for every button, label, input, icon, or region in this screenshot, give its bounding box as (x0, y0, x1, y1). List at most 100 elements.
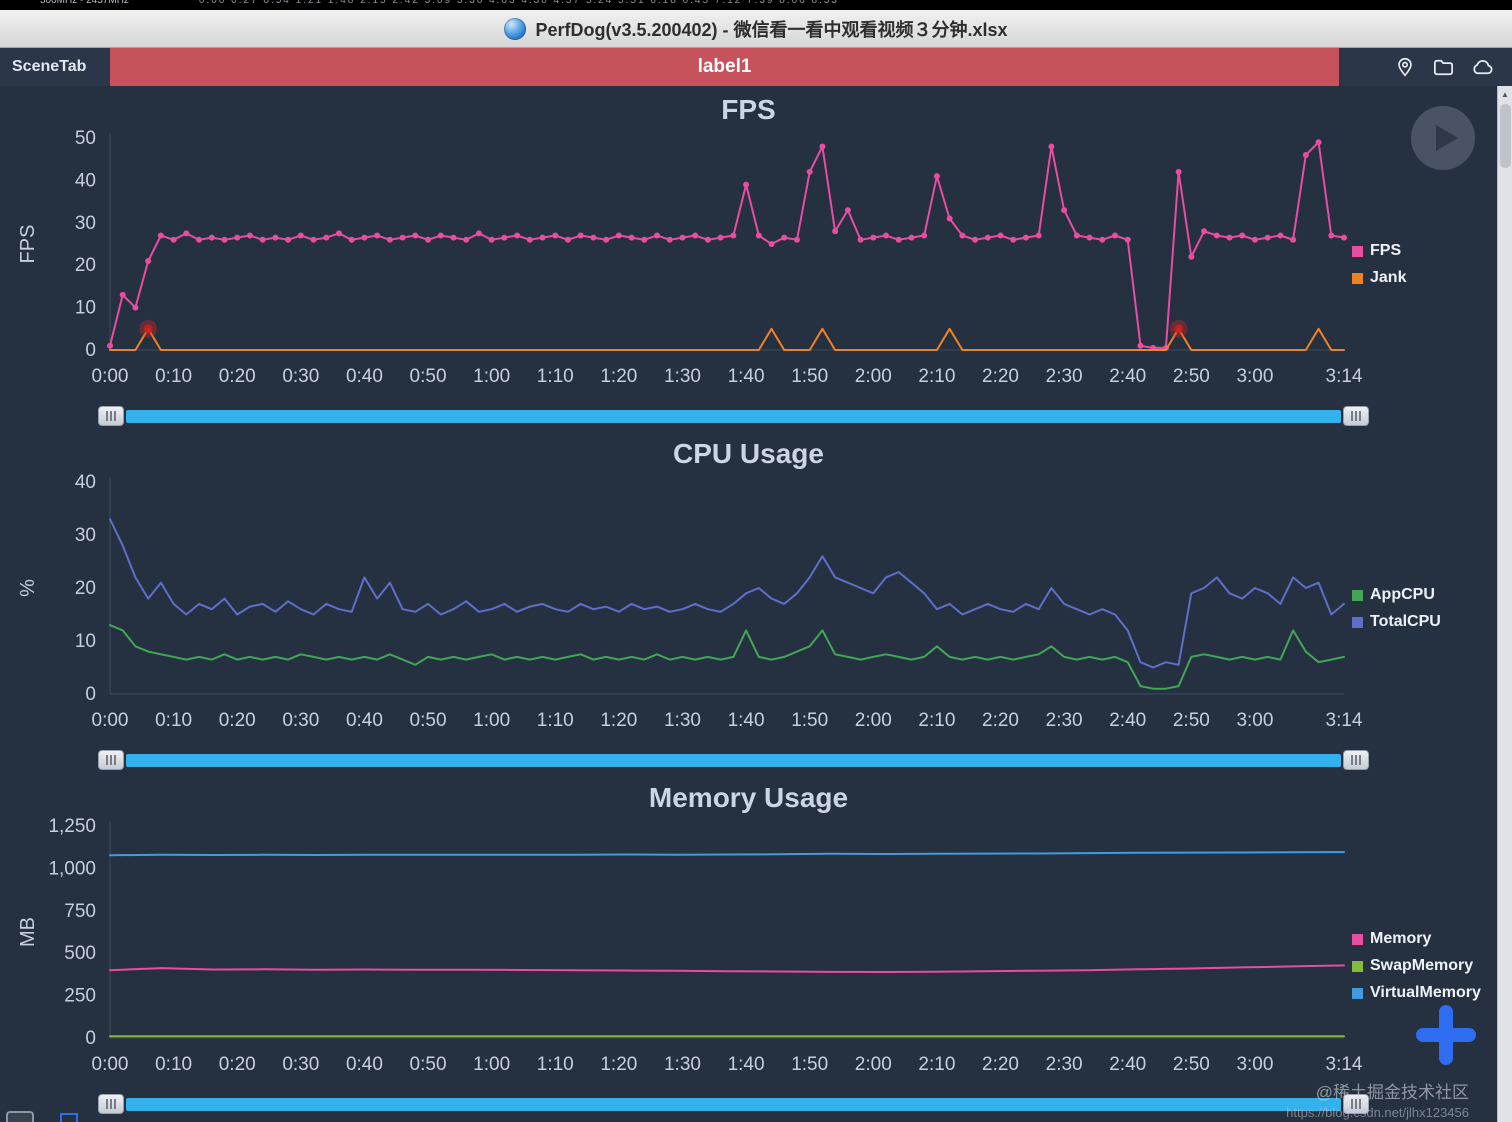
scrollbar-right-handle[interactable] (1343, 750, 1369, 770)
svg-text:40: 40 (75, 474, 96, 493)
svg-text:30: 30 (75, 525, 96, 546)
grip-icon (1350, 411, 1362, 421)
svg-text:1:10: 1:10 (537, 710, 574, 731)
scrollbar-track[interactable] (126, 409, 1341, 423)
fps-chart-title: FPS (721, 94, 776, 125)
svg-text:2:00: 2:00 (855, 366, 892, 387)
svg-text:1:20: 1:20 (600, 710, 637, 731)
play-button[interactable] (1411, 106, 1475, 170)
svg-text:1:50: 1:50 (791, 1054, 828, 1075)
legend-label: TotalCPU (1370, 613, 1441, 630)
svg-text:1:10: 1:10 (537, 1054, 574, 1075)
folder-icon[interactable] (1432, 56, 1455, 79)
svg-text:750: 750 (64, 901, 96, 922)
legend-swatch-icon (1352, 589, 1363, 601)
svg-text:1,000: 1,000 (48, 858, 96, 879)
svg-text:2:20: 2:20 (982, 710, 1019, 731)
legend-item-fps[interactable]: FPS (1352, 242, 1406, 260)
memory-chart-title: Memory Usage (648, 782, 849, 813)
svg-text:0:30: 0:30 (282, 1054, 319, 1075)
toolbar-icons (1394, 48, 1496, 86)
grip-icon (105, 1099, 117, 1109)
fps-chart-plot: 0 10 20 30 40 50 0:00 0:10 0:20 0:30 0:40 0:50 1:00 1… (17, 130, 1363, 387)
svg-text:10: 10 (75, 298, 96, 319)
svg-text:20: 20 (75, 255, 96, 276)
add-button[interactable] (1416, 1005, 1476, 1065)
svg-text:2:00: 2:00 (855, 1054, 892, 1075)
svg-text:1:30: 1:30 (664, 710, 701, 731)
svg-text:30: 30 (75, 213, 96, 234)
scrollbar-track[interactable] (126, 1097, 1341, 1111)
vertical-scrollbar-thumb[interactable] (1499, 104, 1511, 168)
scrollbar-left-handle[interactable] (98, 406, 124, 426)
cpu-horizontal-scrollbar[interactable] (98, 750, 1369, 770)
watermark: @稀土掘金技术社区 https://blog.csdn.net/jlhx1234… (1286, 1082, 1469, 1122)
scroll-up-arrow-icon[interactable]: ▲ (1501, 89, 1509, 99)
scrollbar-right-handle[interactable] (1343, 1094, 1369, 1114)
svg-text:500: 500 (64, 943, 96, 964)
legend-item-appcpu[interactable]: AppCPU (1352, 586, 1441, 604)
svg-text:1,250: 1,250 (48, 818, 96, 837)
scrollbar-track[interactable] (126, 753, 1341, 767)
svg-text:0:40: 0:40 (346, 710, 383, 731)
legend-swatch-icon (1352, 272, 1363, 284)
grip-icon (105, 411, 117, 421)
cloud-icon[interactable] (1471, 55, 1496, 80)
legend-item-swapmemory[interactable]: SwapMemory (1352, 957, 1481, 975)
svg-text:10: 10 (75, 631, 96, 652)
svg-text:0:10: 0:10 (155, 1054, 192, 1075)
cpu-chart-block: CPU Usage 0 10 20 30 40 0:00 0:10 0:20 0:30 0:40 0… (0, 430, 1497, 774)
svg-text:0:20: 0:20 (219, 366, 256, 387)
fps-horizontal-scrollbar[interactable] (98, 406, 1369, 426)
legend-item-jank[interactable]: Jank (1352, 269, 1406, 287)
keyboard-icon[interactable] (6, 1111, 34, 1122)
location-pin-icon[interactable] (1394, 56, 1416, 78)
fps-chart-block: FPS 0 10 20 30 40 50 0:00 0:10 0:20 0:30 0:40 0:50 1… (0, 86, 1497, 430)
svg-text:2:40: 2:40 (1109, 710, 1146, 731)
legend-label: FPS (1370, 242, 1402, 259)
vertical-scrollbar[interactable]: ▲ (1497, 86, 1512, 1122)
svg-text:2:50: 2:50 (1173, 366, 1210, 387)
svg-text:2:30: 2:30 (1046, 366, 1083, 387)
svg-text:1:40: 1:40 (728, 366, 765, 387)
svg-text:FPS: FPS (17, 225, 39, 264)
svg-text:1:00: 1:00 (473, 1054, 510, 1075)
cpu-chart-title: CPU Usage (673, 438, 824, 469)
svg-text:2:10: 2:10 (918, 710, 955, 731)
legend-item-virtualmemory[interactable]: VirtualMemory (1352, 984, 1481, 1002)
svg-text:0:00: 0:00 (92, 1054, 129, 1075)
memory-chart-legend: Memory SwapMemory VirtualMemory (1352, 930, 1481, 1002)
legend-item-totalcpu[interactable]: TotalCPU (1352, 613, 1441, 631)
scrollbar-left-handle[interactable] (98, 750, 124, 770)
svg-text:2:10: 2:10 (918, 366, 955, 387)
watermark-line2: https://blog.csdn.net/jlhx123456 (1286, 1105, 1469, 1121)
scrollbar-right-handle[interactable] (1343, 406, 1369, 426)
legend-item-memory[interactable]: Memory (1352, 930, 1481, 948)
svg-text:3:14: 3:14 (1326, 366, 1363, 387)
svg-text:2:50: 2:50 (1173, 710, 1210, 731)
svg-text:2:40: 2:40 (1109, 1054, 1146, 1075)
legend-swatch-icon (1352, 245, 1363, 257)
svg-text:0:20: 0:20 (219, 710, 256, 731)
svg-text:2:40: 2:40 (1109, 366, 1146, 387)
svg-text:MB: MB (17, 917, 39, 947)
svg-text:2:50: 2:50 (1173, 1054, 1210, 1075)
memory-horizontal-scrollbar[interactable] (98, 1094, 1369, 1114)
svg-text:1:30: 1:30 (664, 1054, 701, 1075)
svg-text:1:50: 1:50 (791, 710, 828, 731)
svg-text:0:00: 0:00 (92, 710, 129, 731)
tab-label1[interactable]: label1 (110, 48, 1339, 86)
svg-text:2:20: 2:20 (982, 1054, 1019, 1075)
grip-icon (1350, 1099, 1362, 1109)
charts-area: FPS 0 10 20 30 40 50 0:00 0:10 0:20 0:30 0:40 0:50 1… (0, 86, 1497, 1122)
svg-text:0: 0 (85, 1028, 96, 1049)
blue-panel-icon[interactable] (60, 1113, 78, 1122)
legend-label: Memory (1370, 930, 1432, 947)
svg-text:0:10: 0:10 (155, 366, 192, 387)
top-strip: 500MHz - 2457MHz 0:00 0:27 0:54 1:21 1:4… (0, 0, 1512, 10)
legend-label: SwapMemory (1370, 957, 1474, 974)
scene-tab-label[interactable]: SceneTab (12, 58, 87, 75)
svg-text:0:40: 0:40 (346, 366, 383, 387)
svg-text:0:10: 0:10 (155, 710, 192, 731)
scrollbar-left-handle[interactable] (98, 1094, 124, 1114)
